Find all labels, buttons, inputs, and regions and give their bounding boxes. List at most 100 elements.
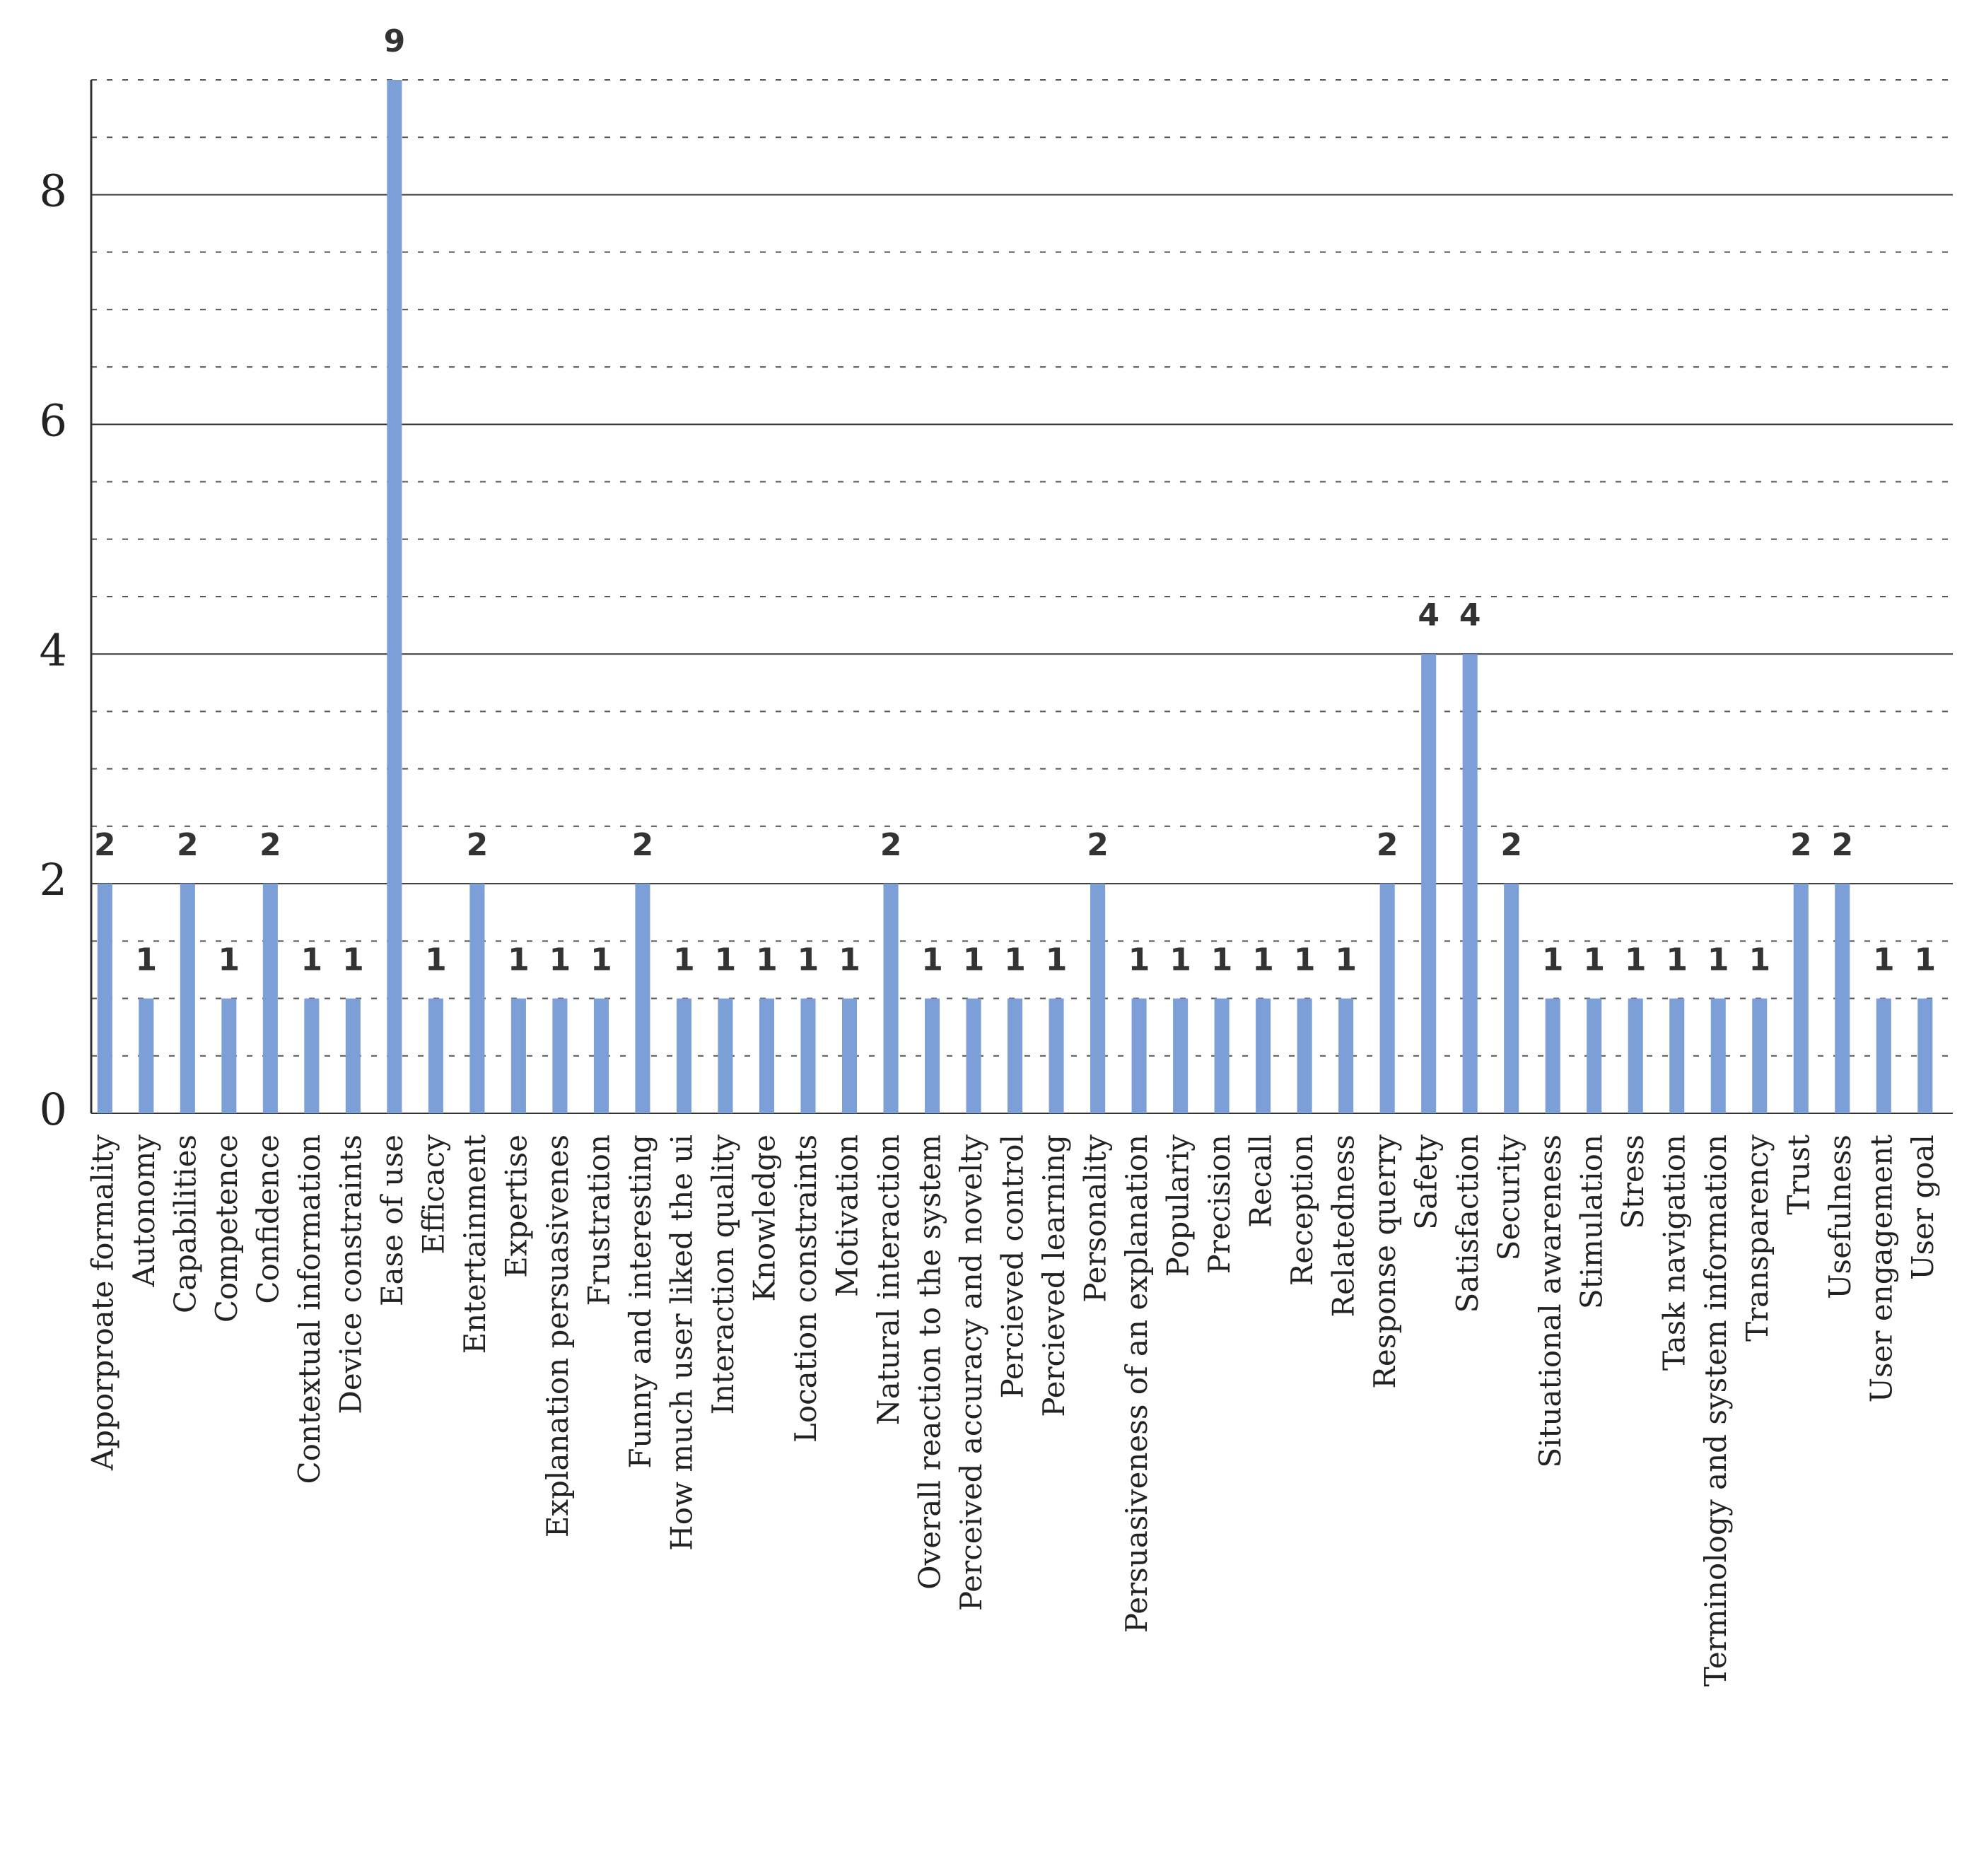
data-label: 2 [177, 827, 199, 863]
data-label: 1 [1873, 942, 1895, 978]
data-label: 4 [1459, 597, 1481, 633]
x-tick-label: Stress [1616, 1135, 1650, 1229]
bar [1587, 998, 1602, 1113]
x-tick-label: Safety [1409, 1135, 1444, 1230]
bar [1504, 884, 1519, 1113]
data-label: 1 [1335, 942, 1357, 978]
x-tick-label: Stimulation [1575, 1135, 1609, 1309]
data-label: 2 [880, 827, 902, 863]
x-tick-label: Competence [209, 1135, 244, 1323]
x-tick-label: Expertise [498, 1135, 533, 1278]
data-label: 1 [1128, 942, 1150, 978]
data-label: 9 [384, 23, 406, 59]
bar [1669, 998, 1685, 1113]
data-label: 2 [1790, 827, 1812, 863]
bar [304, 998, 320, 1113]
data-label: 1 [301, 942, 323, 978]
bar [1545, 998, 1560, 1113]
x-tick-label: Location constraints [788, 1135, 823, 1443]
bar [1379, 884, 1395, 1113]
x-tick-label: User engagement [1864, 1135, 1898, 1403]
x-tick-label: Response querry [1367, 1135, 1402, 1389]
bar [759, 998, 775, 1113]
x-tick-label: Security [1492, 1135, 1526, 1261]
x-tick-label: Personality [1078, 1135, 1113, 1303]
data-label: 1 [715, 942, 737, 978]
bar [1256, 998, 1271, 1113]
data-label: 1 [549, 942, 571, 978]
data-label: 1 [1625, 942, 1647, 978]
bar [676, 998, 691, 1113]
x-tick-label: Percieved learning [1037, 1135, 1071, 1417]
x-tick-label: Percieved control [995, 1135, 1030, 1398]
data-label: 1 [218, 942, 240, 978]
bar [1917, 998, 1933, 1113]
data-label: 1 [1004, 942, 1026, 978]
data-label: 2 [467, 827, 489, 863]
bar [966, 998, 981, 1113]
x-tick-label: Reception [1285, 1135, 1319, 1286]
bar [428, 998, 443, 1113]
x-tick-label: Ease of use [375, 1135, 409, 1306]
data-label: 1 [425, 942, 447, 978]
bar [800, 998, 816, 1113]
data-label: 1 [342, 942, 364, 978]
x-tick-label: Funny and interesting [623, 1135, 658, 1469]
bar [510, 998, 526, 1113]
x-tick-label: Confidence [250, 1135, 285, 1304]
data-label: 2 [1500, 827, 1522, 863]
data-label: 1 [590, 942, 612, 978]
data-label: 1 [756, 942, 778, 978]
x-tick-label: Relatedness [1326, 1135, 1361, 1318]
bar [883, 884, 899, 1113]
bar [469, 884, 485, 1113]
data-label: 1 [1914, 942, 1936, 978]
x-tick-label: Autonomy [127, 1135, 161, 1288]
bar [635, 884, 650, 1113]
bar [924, 998, 940, 1113]
x-tick-label: Perceived accuracy and novelty [954, 1135, 988, 1611]
bar [1752, 998, 1768, 1113]
data-label: 2 [1087, 827, 1109, 863]
data-label: 1 [921, 942, 943, 978]
bar [387, 80, 402, 1113]
data-label: 1 [673, 942, 695, 978]
x-tick-label: Terminology and system information [1698, 1135, 1733, 1687]
x-tick-label: Contextual information [292, 1135, 327, 1484]
data-label: 1 [136, 942, 158, 978]
data-label: 1 [1046, 942, 1068, 978]
y-tick-label: 8 [40, 165, 67, 217]
bar [552, 998, 568, 1113]
data-label: 1 [1252, 942, 1274, 978]
x-tick-label: Trust [1781, 1135, 1816, 1215]
bar [1008, 998, 1023, 1113]
data-label: 2 [94, 827, 116, 863]
y-tick-label: 2 [40, 854, 67, 905]
y-tick-label: 6 [40, 394, 67, 446]
data-label: 2 [1377, 827, 1398, 863]
x-tick-label: Precision [1202, 1135, 1237, 1274]
bar [1793, 884, 1809, 1113]
bar [1173, 998, 1189, 1113]
bar [345, 998, 361, 1113]
data-label: 1 [1748, 942, 1770, 978]
bar [1090, 884, 1106, 1113]
data-label: 1 [798, 942, 819, 978]
data-label: 1 [1666, 942, 1688, 978]
x-tick-label: Populariy [1161, 1135, 1196, 1277]
x-tick-label: Capabilities [168, 1135, 202, 1313]
bar [1421, 654, 1437, 1113]
x-tick-label: Motivation [830, 1135, 865, 1297]
bar [593, 998, 609, 1113]
bar [1131, 998, 1147, 1113]
data-label: 1 [1542, 942, 1564, 978]
x-tick-label: Entertainment [457, 1135, 492, 1354]
bar [1214, 998, 1230, 1113]
x-tick-label: Device constraints [333, 1135, 368, 1414]
x-tick-label: Situational awareness [1533, 1135, 1567, 1468]
x-tick-label: Knowledge [747, 1135, 781, 1302]
data-label: 4 [1418, 597, 1440, 633]
data-label: 1 [1707, 942, 1729, 978]
data-label: 2 [632, 827, 654, 863]
data-label: 1 [1294, 942, 1316, 978]
